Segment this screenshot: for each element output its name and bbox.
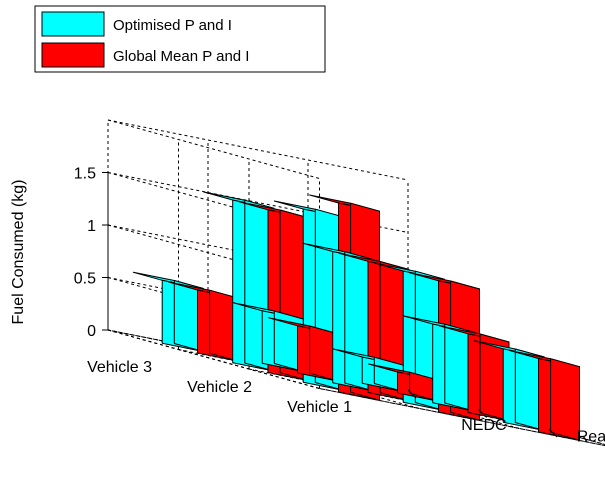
legend-swatch xyxy=(42,12,104,36)
x-category-label: Real World xyxy=(577,428,605,445)
legend-label: Optimised P and I xyxy=(113,17,232,34)
legend: Optimised P and I Global Mean P and I xyxy=(35,6,325,72)
back-wall-gridline xyxy=(108,120,320,179)
left-wall-gridline xyxy=(108,120,408,180)
bar-front xyxy=(551,359,580,441)
bars-layer xyxy=(133,192,579,440)
legend-label: Global Mean P and I xyxy=(113,48,249,65)
y-category-label: Vehicle 2 xyxy=(187,379,252,396)
z-tick-label: 0 xyxy=(87,323,96,340)
legend-swatch xyxy=(42,43,104,67)
y-category-label: Vehicle 1 xyxy=(287,399,352,416)
z-tick-label: 0.5 xyxy=(74,271,96,288)
z-tick-label: 1 xyxy=(87,218,96,235)
y-category-label: Vehicle 3 xyxy=(87,359,152,376)
x-category-label: NEDC xyxy=(461,417,506,434)
y-axis-label: Fuel Consumed (kg) xyxy=(10,180,27,325)
z-tick-label: 1.5 xyxy=(74,166,96,183)
